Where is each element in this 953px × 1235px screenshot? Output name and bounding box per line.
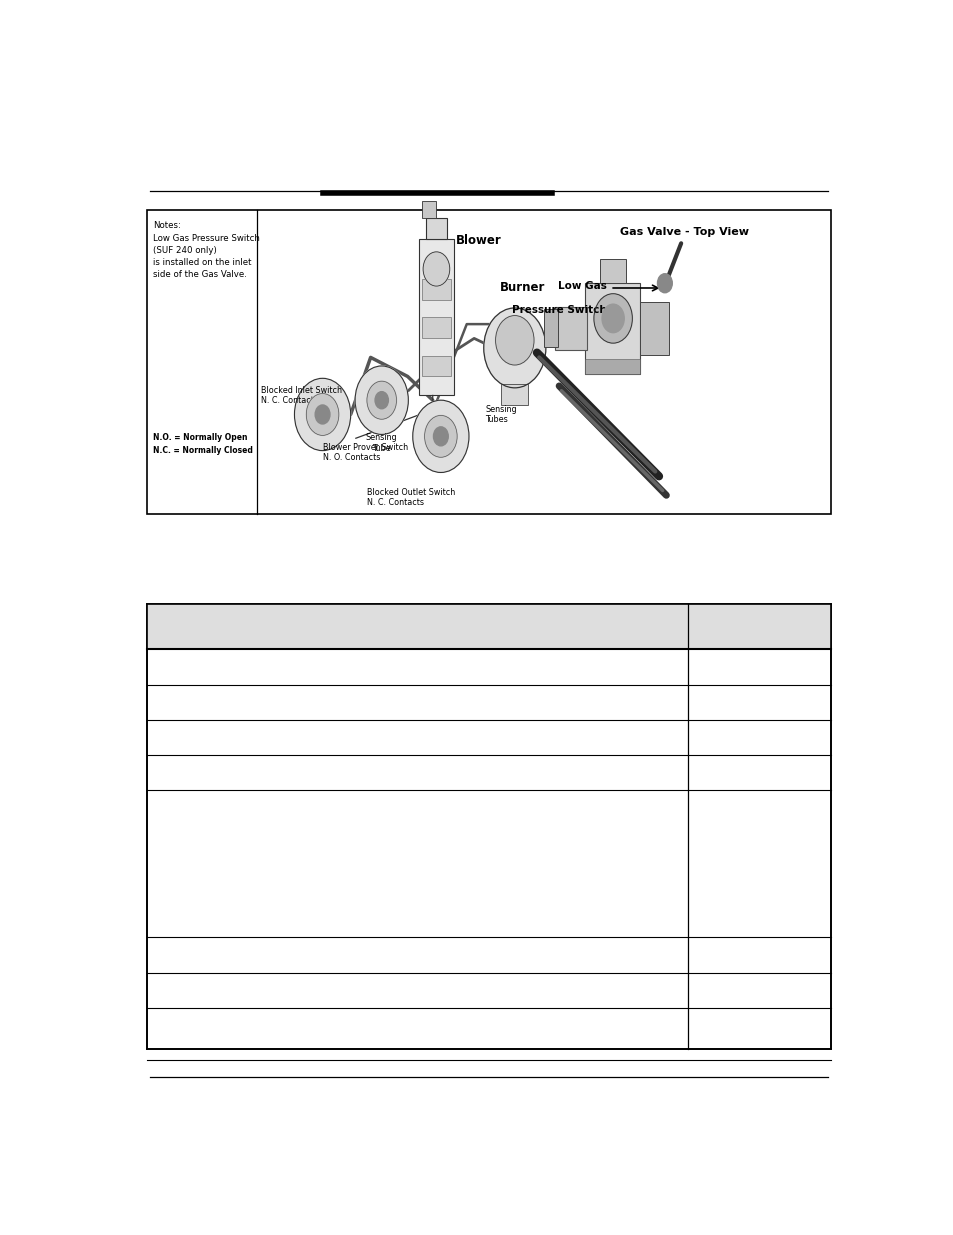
Bar [422,200,436,217]
Text: Notes:
Low Gas Pressure Switch
(SUF 240 only)
is installed on the inlet
side of : Notes: Low Gas Pressure Switch (SUF 240 … [153,221,260,279]
Bar [421,279,451,300]
Circle shape [413,400,469,473]
Text: Sensing
Tube: Sensing Tube [366,433,397,453]
Bar [418,238,454,395]
Circle shape [367,382,396,419]
Text: Sensing
Tubes: Sensing Tubes [485,405,517,425]
Circle shape [306,394,338,436]
Circle shape [433,427,448,446]
Text: Burner: Burner [499,282,545,294]
Text: Low Gas: Low Gas [558,282,606,291]
Bar [147,604,830,650]
Circle shape [657,274,672,293]
Bar [584,283,639,373]
Bar [584,359,639,373]
Text: Blocked Outlet Switch
N. C. Contacts: Blocked Outlet Switch N. C. Contacts [367,488,455,508]
Circle shape [294,378,351,451]
Circle shape [424,415,456,457]
Bar [300,415,344,426]
Text: Blocked Inlet Switch
N. C. Contacts: Blocked Inlet Switch N. C. Contacts [261,385,342,405]
Bar [147,604,830,1049]
Circle shape [355,366,408,435]
Text: Blower Prover Switch
N. O. Contacts: Blower Prover Switch N. O. Contacts [322,443,407,462]
Bar [418,436,462,448]
Circle shape [314,405,330,424]
Circle shape [423,252,449,287]
Circle shape [483,308,545,388]
Text: Pressure Switch: Pressure Switch [512,305,606,315]
Bar [421,356,451,377]
Bar [147,210,830,514]
Bar [639,303,668,354]
Text: Blower: Blower [456,233,501,247]
Bar [360,400,402,410]
Bar [555,308,586,350]
Circle shape [594,294,632,343]
Bar [544,309,558,347]
Circle shape [375,391,388,409]
Bar [599,259,625,283]
Bar [501,384,528,405]
Text: Gas Valve - Top View: Gas Valve - Top View [619,227,748,237]
Bar [426,217,446,238]
Bar [421,317,451,338]
Circle shape [495,316,534,366]
Text: N.O. = Normally Open
N.C. = Normally Closed: N.O. = Normally Open N.C. = Normally Clo… [153,433,253,454]
Circle shape [601,304,623,332]
